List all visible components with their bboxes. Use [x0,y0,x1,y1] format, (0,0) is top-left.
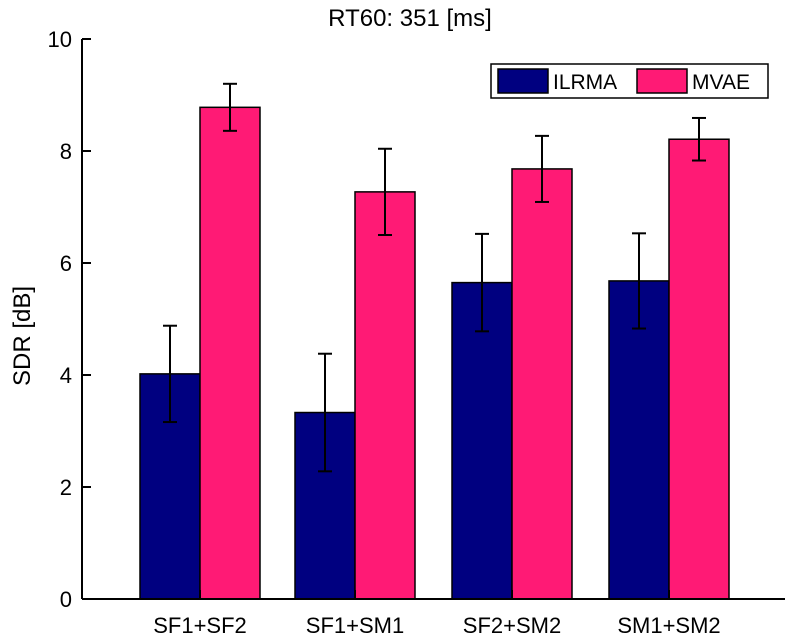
legend-label-ilrma: ILRMA [553,71,617,94]
x-tick-label: SM1+SM2 [617,613,720,638]
x-tick-label: SF1+SM1 [306,613,404,638]
y-axis-label: SDR [dB] [9,286,36,386]
legend: ILRMA MVAE [490,63,769,99]
y-tick-label: 2 [60,475,72,500]
legend-swatch-ilrma [497,68,549,94]
bar-mvae-sm1-sm2 [668,138,730,600]
bar-mvae-sf2-sm2 [511,168,573,600]
bar-mvae-sf1-sm1 [354,191,416,600]
y-tick-label: 8 [60,139,72,164]
y-tick-label: 4 [60,363,72,388]
chart-title: RT60: 351 [ms] [328,5,492,32]
bar-ilrma-sf2-sm2 [451,281,513,600]
plot-area: 0 2 4 6 8 10 SF1+SF2 SF1+SM1 SF2+SM2 SM1+SM2 [48,27,785,638]
y-tick-label: 10 [48,27,72,52]
x-tick-label: SF2+SM2 [463,613,561,638]
y-tick-label: 0 [60,587,72,612]
x-tick-label: SF1+SF2 [153,613,247,638]
bar-mvae-sf1-sf2 [199,106,261,600]
legend-swatch-mvae [636,68,688,94]
y-tick-label: 6 [60,251,72,276]
legend-label-mvae: MVAE [692,71,750,94]
